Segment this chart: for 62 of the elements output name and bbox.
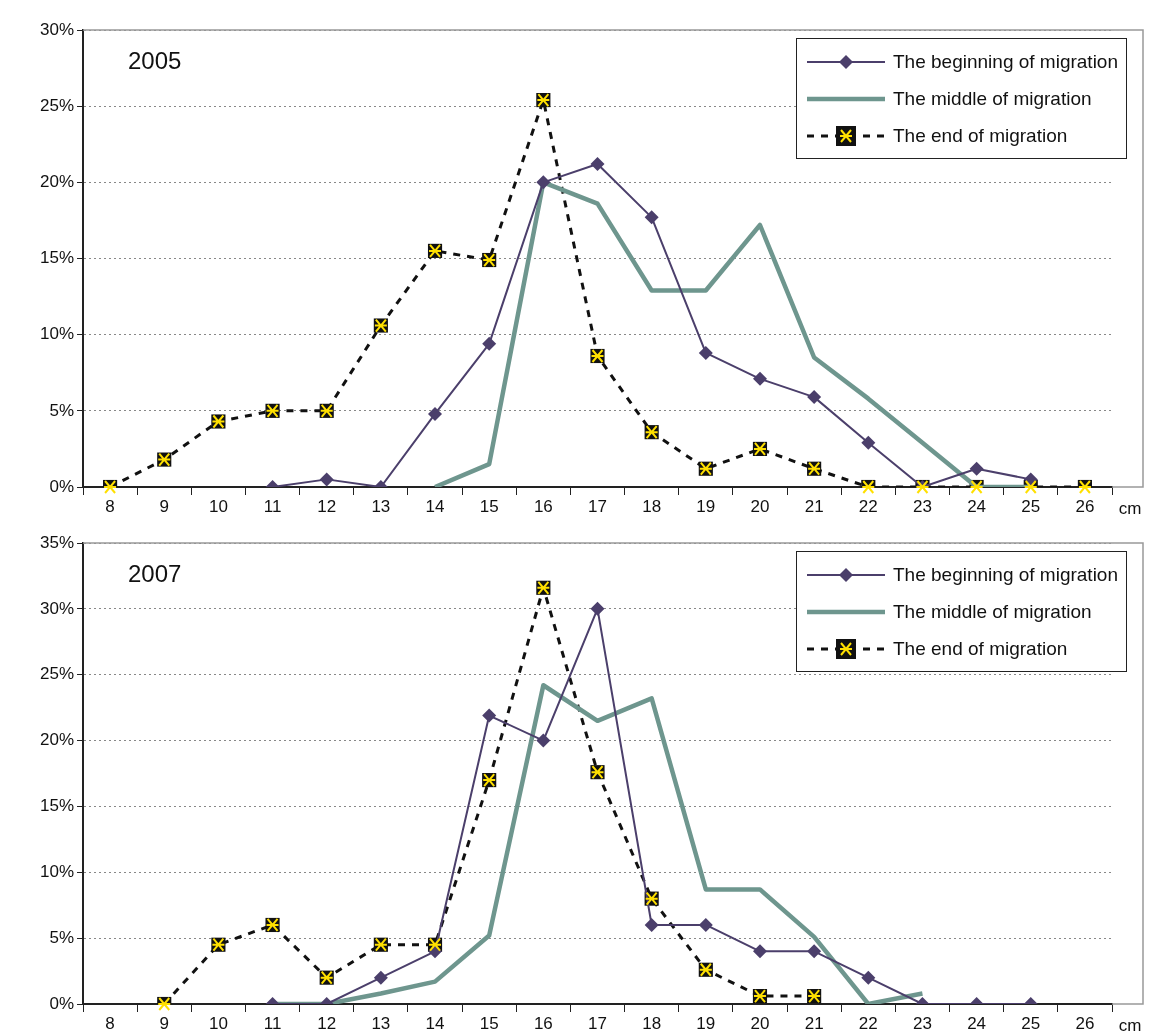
x-tick-label: 20 <box>750 496 770 516</box>
legend-label: The end of migration <box>893 637 1068 660</box>
x-tick-label: 8 <box>105 1013 115 1033</box>
x-tick-label: 14 <box>425 496 445 516</box>
x-tick-label: 19 <box>696 496 716 516</box>
y-tick-label: 25% <box>39 95 74 115</box>
y-tick-label: 5% <box>49 400 74 420</box>
y-tick-label: 25% <box>39 664 74 684</box>
y-tick-label: 0% <box>49 476 74 496</box>
x-tick-label: 20 <box>750 1013 770 1033</box>
x-tick-label: 19 <box>696 1013 716 1033</box>
legend-label: The beginning of migration <box>893 563 1118 586</box>
x-tick-label: 11 <box>263 496 282 516</box>
x-tick-label: 21 <box>804 496 824 516</box>
y-tick-label: 15% <box>39 248 74 268</box>
x-tick-label: 14 <box>425 1013 445 1033</box>
point <box>861 970 876 985</box>
x-tick-label: 12 <box>317 1013 337 1033</box>
x-tick-label: 15 <box>479 496 499 516</box>
x-tick-label: 16 <box>533 496 553 516</box>
y-tick-label: 30% <box>39 598 74 618</box>
x-tick-label: 12 <box>317 496 337 516</box>
x-tick-label: 25 <box>1021 496 1041 516</box>
x-tick-label: 25 <box>1021 1013 1041 1033</box>
x-axis-title: cm <box>1118 1015 1142 1034</box>
y-tick-label: 5% <box>49 927 74 947</box>
text: 2007 <box>128 559 182 587</box>
x-tick-label: 18 <box>642 496 662 516</box>
x-tick-label: 8 <box>105 496 115 516</box>
y-tick-label: 10% <box>39 324 74 344</box>
y-tick-label: 10% <box>39 861 74 881</box>
y-tick-label: 20% <box>39 172 74 192</box>
y-tick-label: 35% <box>39 532 74 552</box>
legend-label: The beginning of migration <box>893 50 1118 73</box>
legend-label: The middle of migration <box>893 600 1092 623</box>
y-tick-label: 15% <box>39 796 74 816</box>
x-tick-label: 13 <box>371 496 391 516</box>
x-tick-label: 11 <box>263 1013 282 1033</box>
y-tick-label: 0% <box>49 993 74 1013</box>
x-tick-label: 18 <box>642 1013 662 1033</box>
x-tick-label: 23 <box>912 1013 932 1033</box>
x-tick-label: 21 <box>804 1013 824 1033</box>
x-tick-label: 15 <box>479 1013 499 1033</box>
x-tick-label: 26 <box>1075 496 1095 516</box>
x-tick-label: 22 <box>858 496 878 516</box>
x-tick-label: 17 <box>588 1013 607 1033</box>
x-tick-label: 10 <box>208 496 228 516</box>
x-tick-label: 9 <box>159 1013 169 1033</box>
x-tick-label: 9 <box>159 496 169 516</box>
x-tick-label: 10 <box>208 1013 228 1033</box>
y-tick-label: 30% <box>39 19 74 39</box>
x-tick-label: 26 <box>1075 1013 1095 1033</box>
x-tick-label: 16 <box>533 1013 553 1033</box>
x-tick-label: 24 <box>967 496 987 516</box>
x-tick-label: 13 <box>371 1013 391 1033</box>
x-tick-label: 23 <box>912 496 932 516</box>
y-tick-label: 20% <box>39 730 74 750</box>
x-axis-title: cm <box>1118 498 1142 518</box>
x-tick-label: 17 <box>588 496 607 516</box>
x-tick-label: 24 <box>967 1013 987 1033</box>
x-tick-label: 22 <box>858 1013 878 1033</box>
text: 2005 <box>128 46 182 74</box>
